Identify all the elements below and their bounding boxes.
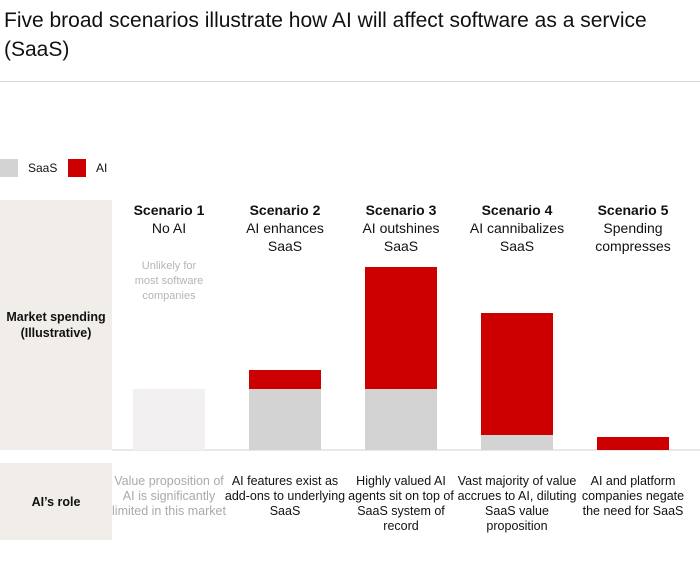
legend-swatch: [0, 159, 18, 177]
bar-segment: [481, 435, 553, 450]
annotation: Unlikely for most software companies: [134, 260, 204, 302]
scenario-name: Scenario 5: [597, 202, 669, 218]
legend-label: AI: [96, 161, 108, 175]
chart-title: Five broad scenarios illustrate how AI w…: [4, 9, 647, 61]
bar-segment: [249, 389, 321, 450]
scenario-name: Scenario 1: [133, 202, 205, 218]
role-text: Value proposition of AI is significantly…: [112, 474, 226, 518]
scenario-subtitle: AI cannibalizes SaaS: [469, 220, 565, 254]
category-label: Scenario 3 AI outshines SaaS: [345, 201, 457, 255]
category-label: Scenario 5 Spending compresses: [577, 201, 689, 255]
bar-segment: [249, 370, 321, 389]
category-label: Scenario 1 No AI: [113, 201, 225, 237]
divider: [0, 81, 700, 82]
role-text: AI and platform companies negate the nee…: [581, 474, 685, 518]
row-label: Market spending (Illustrative): [0, 200, 112, 450]
scenario-name: Scenario 3: [365, 202, 437, 218]
bar-segment: [365, 267, 437, 389]
bar-segment: [365, 389, 437, 450]
scenario-name: Scenario 4: [481, 202, 553, 218]
role-text: AI features exist as add-ons to underlyi…: [224, 474, 346, 518]
scenario-subtitle: AI outshines SaaS: [362, 220, 440, 254]
bar-segment: [481, 313, 553, 435]
row-label: AI’s role: [0, 463, 112, 540]
role-text: Vast majority of value accrues to AI, di…: [457, 474, 577, 533]
legend-label: SaaS: [28, 161, 58, 175]
bar-segment: [133, 389, 205, 450]
scenario-subtitle: AI enhances SaaS: [246, 220, 324, 254]
category-label: Scenario 2 AI enhances SaaS: [229, 201, 341, 255]
scenario-name: Scenario 2: [249, 202, 321, 218]
legend-swatch: [68, 159, 86, 177]
scenario-subtitle: Spending compresses: [595, 220, 671, 254]
role-text: Highly valued AI agents sit on top of Sa…: [348, 474, 454, 533]
bar-segment: [597, 437, 669, 450]
category-label: Scenario 4 AI cannibalizes SaaS: [461, 201, 573, 255]
scenario-subtitle: No AI: [151, 220, 187, 236]
